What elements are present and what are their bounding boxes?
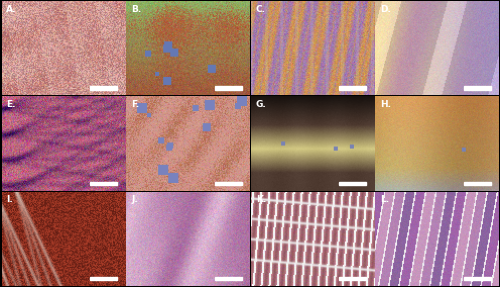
Bar: [90, 277, 117, 280]
Text: C.: C.: [256, 5, 266, 14]
Text: L.: L.: [380, 195, 390, 204]
Bar: [464, 182, 491, 185]
Text: D.: D.: [380, 5, 391, 14]
Bar: [340, 182, 366, 185]
Bar: [215, 86, 242, 90]
Bar: [340, 86, 366, 90]
Text: B.: B.: [131, 5, 141, 14]
Text: E.: E.: [6, 100, 16, 109]
Text: H.: H.: [380, 100, 392, 109]
Bar: [215, 277, 242, 280]
Text: G.: G.: [256, 100, 266, 109]
Bar: [340, 277, 366, 280]
Text: J.: J.: [131, 195, 138, 204]
Bar: [215, 182, 242, 185]
Bar: [90, 182, 117, 185]
Text: F.: F.: [131, 100, 139, 109]
Text: I.: I.: [6, 195, 13, 204]
Bar: [90, 86, 117, 90]
Bar: [464, 277, 491, 280]
Bar: [464, 86, 491, 90]
Text: K.: K.: [256, 195, 266, 204]
Text: A.: A.: [6, 5, 17, 14]
